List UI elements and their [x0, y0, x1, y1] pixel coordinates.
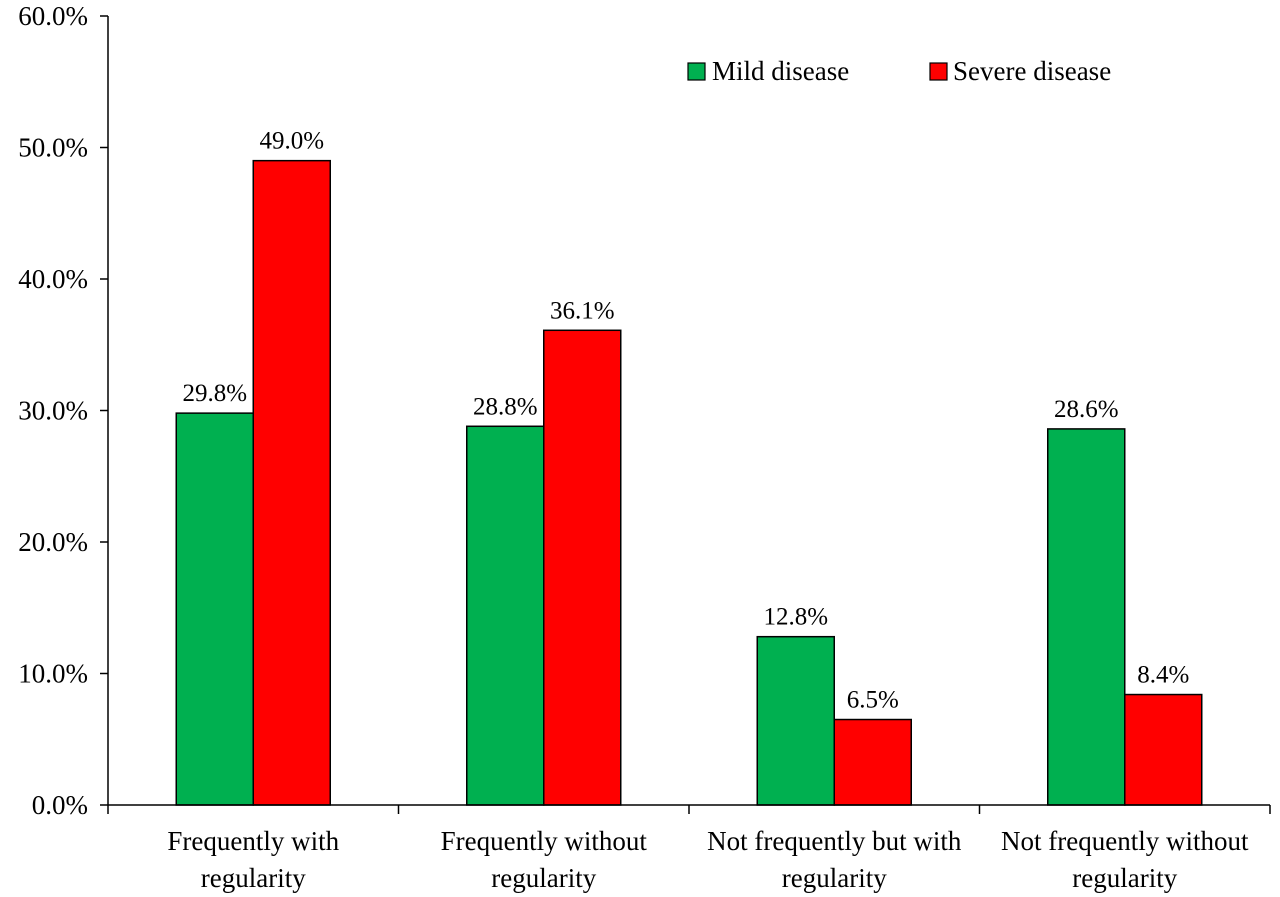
- legend-label-severe: Severe disease: [953, 56, 1111, 86]
- y-tick-label-5: 50.0%: [18, 133, 88, 163]
- x-category-label-0-line-1: regularity: [201, 863, 306, 893]
- x-category-label-2-line-0: Not frequently but with: [707, 826, 962, 856]
- x-category-label-1-line-1: regularity: [491, 863, 596, 893]
- x-category-label-3-line-1: regularity: [1072, 863, 1177, 893]
- y-tick-label-3: 30.0%: [18, 396, 88, 426]
- legend-label-mild: Mild disease: [712, 56, 849, 86]
- y-tick-label-0: 0.0%: [32, 790, 88, 820]
- bar-mild-2: [756, 635, 835, 806]
- y-tick-label-6: 60.0%: [18, 1, 88, 31]
- bar-severe-1: [543, 329, 622, 806]
- bars-group: [175, 159, 1203, 806]
- y-tick-label-2: 20.0%: [18, 527, 88, 557]
- bar-mild-0: [175, 412, 254, 806]
- x-category-label-0-line-0: Frequently with: [167, 826, 339, 856]
- x-category-label-3-line-0: Not frequently without: [1001, 826, 1249, 856]
- bar-severe-0: [252, 159, 331, 806]
- bar-severe-3: [1124, 693, 1203, 806]
- y-tick-label-1: 10.0%: [18, 659, 88, 689]
- bar-mild-3: [1047, 428, 1126, 806]
- data-labels-group: 29.8% 49.0% 28.8% 36.1% 12.8% 6.5% 28.6% 8.4%: [182, 128, 1189, 714]
- data-label-mild-3: 28.6%: [1054, 396, 1119, 423]
- bar-severe-2: [833, 718, 912, 806]
- axes-group: 0.0% 10.0% 20.0% 30.0% 40.0% 50.0% 60.0% Freque…: [18, 1, 1271, 893]
- bar-mild-1: [466, 425, 545, 806]
- x-category-label-2-line-1: regularity: [782, 863, 887, 893]
- data-label-severe-2: 6.5%: [847, 687, 899, 714]
- legend-swatch-severe: [929, 62, 948, 81]
- y-tick-label-4: 40.0%: [18, 264, 88, 294]
- legend: Mild disease Severe disease: [687, 56, 1111, 86]
- data-label-mild-2: 12.8%: [763, 604, 828, 631]
- data-label-severe-0: 49.0%: [259, 128, 324, 155]
- data-label-mild-1: 28.8%: [473, 393, 538, 420]
- data-label-severe-1: 36.1%: [550, 297, 615, 324]
- data-label-severe-3: 8.4%: [1137, 662, 1189, 689]
- data-label-mild-0: 29.8%: [182, 380, 247, 407]
- x-category-label-1-line-0: Frequently without: [441, 826, 648, 856]
- legend-swatch-mild: [687, 62, 706, 81]
